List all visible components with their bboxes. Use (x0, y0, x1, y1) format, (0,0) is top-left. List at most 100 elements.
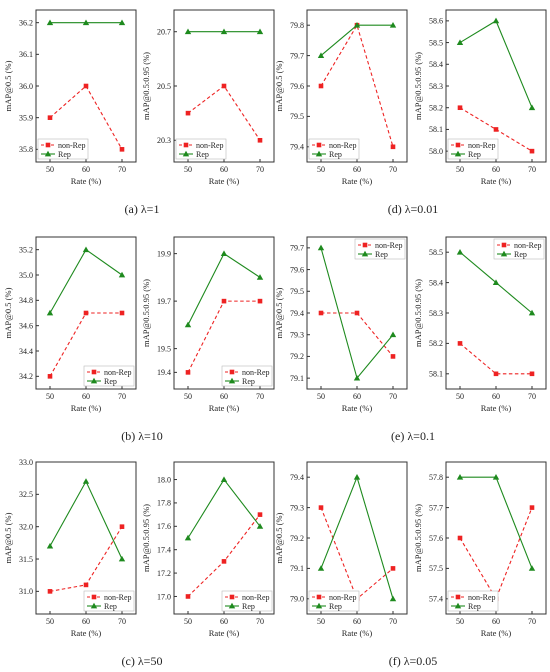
data-point-rep (317, 52, 325, 58)
y-tick-label: 17.6 (157, 522, 171, 531)
caption-e: (e) λ=0.1 (391, 429, 435, 443)
chart-a-right: 20.3 20.5 20.7 50 60 70 Rate (%) mAP@0.5:0.95 (… (141, 9, 275, 186)
x-axis-label: Rate (%) (209, 628, 240, 638)
x-tick-label: 60 (220, 617, 228, 626)
x-tick-label: 70 (389, 165, 397, 174)
y-tick-label: 79.1 (290, 374, 304, 383)
x-tick-label: 50 (317, 392, 325, 401)
data-point-non-rep (390, 354, 396, 359)
legend-label-non-rep: non-Rep (104, 593, 132, 602)
y-tick-label: 57.4 (429, 595, 443, 604)
data-point-rep (456, 249, 464, 255)
legend-label-rep: Rep (329, 150, 342, 159)
data-point-non-rep (457, 535, 463, 541)
y-tick-label: 79.7 (290, 244, 304, 253)
y-tick-label: 79.0 (290, 595, 304, 604)
chart-e-left: 79.1 79.2 79.3 79.4 79.5 79.6 79.7 50 60 70 Rate (… (274, 236, 408, 413)
legend-marker-rep (228, 602, 236, 609)
data-point-non-rep (221, 83, 227, 89)
data-point-non-rep (529, 505, 535, 510)
y-tick-label: 35.0 (19, 271, 33, 280)
legend-label-non-rep: non-Rep (329, 593, 357, 602)
legend-marker-rep (315, 602, 323, 609)
data-point-non-rep (354, 310, 360, 316)
y-tick-label: 58.2 (429, 339, 443, 348)
x-tick-label: 50 (184, 165, 192, 174)
x-tick-label: 50 (317, 617, 325, 626)
y-tick-label: 79.5 (290, 287, 304, 296)
legend-marker-non-rep (455, 594, 461, 600)
data-point-non-rep (529, 148, 535, 154)
data-point-rep (317, 565, 325, 571)
y-tick-label: 58.1 (429, 125, 443, 134)
y-tick-label: 19.5 (157, 344, 171, 353)
series-line-rep (49, 248, 123, 314)
y-tick-label: 58.6 (429, 17, 443, 26)
x-axis-label: Rate (%) (342, 628, 373, 638)
series-line-non-rep (459, 342, 532, 375)
data-point-non-rep (185, 110, 191, 116)
x-tick-label: 50 (46, 392, 54, 401)
data-point-non-rep (221, 298, 227, 304)
data-point-rep (46, 19, 54, 26)
legend-marker-non-rep (229, 369, 235, 375)
x-tick-label: 70 (528, 392, 536, 401)
data-point-rep (317, 244, 325, 251)
y-axis-label: mAP@0.5:0.95 (%) (413, 504, 423, 572)
x-tick-label: 70 (528, 165, 536, 174)
x-tick-label: 60 (492, 392, 500, 401)
legend-label-rep: Rep (104, 377, 117, 386)
data-point-rep (528, 104, 536, 111)
legend-label-non-rep: non-Rep (196, 141, 224, 150)
caption-c: (c) λ=50 (122, 654, 163, 668)
y-axis-label: mAP@0.5:0.95 (%) (141, 279, 151, 347)
x-tick-label: 70 (528, 617, 536, 626)
x-tick-label: 60 (82, 617, 90, 626)
legend-label-rep: Rep (242, 377, 255, 386)
legend-marker-non-rep (316, 142, 322, 148)
legend-label-non-rep: non-Rep (242, 368, 270, 377)
y-tick-label: 58.5 (429, 248, 443, 257)
data-point-non-rep (257, 512, 263, 517)
y-tick-label: 20.5 (157, 82, 171, 91)
x-axis-label: Rate (%) (481, 176, 512, 186)
data-point-non-rep (119, 310, 125, 316)
caption-f: (f) λ=0.05 (389, 654, 438, 668)
series-line-non-rep (187, 514, 261, 597)
legend-marker-rep (454, 150, 462, 157)
series-line-rep (459, 20, 533, 108)
y-tick-label: 36.0 (19, 82, 33, 91)
chart-d-right: 58.0 58.1 58.2 58.3 58.4 58.5 58.6 50 60 70 Rate (… (413, 9, 547, 186)
x-tick-label: 60 (353, 165, 361, 174)
legend-label-non-rep: non-Rep (58, 141, 86, 150)
data-point-non-rep (83, 83, 89, 89)
data-point-rep (220, 476, 228, 482)
y-tick-label: 35.2 (19, 245, 33, 254)
x-tick-label: 70 (389, 617, 397, 626)
y-tick-label: 31.0 (19, 587, 33, 596)
data-point-rep (184, 28, 192, 35)
x-tick-label: 60 (353, 392, 361, 401)
series-line-rep (460, 476, 533, 569)
caption-b: (b) λ=10 (121, 429, 163, 443)
x-tick-label: 50 (46, 617, 54, 626)
y-axis-label: mAP@0.5:0.95 (%) (141, 504, 151, 572)
data-point-rep (46, 309, 54, 316)
y-tick-label: 79.4 (290, 309, 304, 318)
data-point-rep (456, 474, 464, 480)
y-tick-label: 79.4 (290, 473, 304, 482)
x-tick-label: 70 (389, 392, 397, 401)
legend-marker-rep (315, 150, 323, 157)
legend-label-rep: Rep (329, 602, 342, 611)
x-tick-label: 70 (118, 392, 126, 401)
x-axis-label: Rate (%) (481, 628, 512, 638)
y-tick-label: 79.8 (290, 21, 304, 30)
x-tick-label: 50 (317, 165, 325, 174)
x-tick-label: 50 (456, 392, 464, 401)
legend-marker-rep (500, 250, 508, 257)
legend-marker-non-rep (362, 242, 368, 248)
y-tick-label: 19.7 (157, 297, 171, 306)
